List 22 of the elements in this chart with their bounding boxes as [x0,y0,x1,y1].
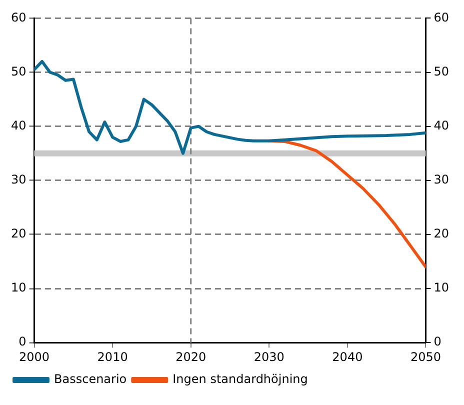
y2-tick-label: 10 [10,280,26,295]
y-tick-label: 20 [434,226,450,241]
x-tick-label: 2010 [97,350,128,364]
y2-tick-label: 30 [10,172,26,187]
y-tick-label: 40 [434,118,450,132]
x-tick-label: 2020 [176,350,206,364]
legend-label: Basscenario [54,372,127,386]
y-tick-label: 50 [434,64,450,78]
x-tick-label: 2000 [18,350,50,364]
x-tick-label: 2050 [410,350,442,364]
y-tick-label: 60 [434,10,450,24]
y2-tick-label: 60 [10,10,26,24]
y2-tick-label: 0 [18,334,26,349]
y-tick-label: 0 [434,334,442,349]
y2-tick-label: 50 [10,64,26,78]
x-tick-label: 2040 [332,350,363,364]
x-tick-label: 2030 [254,350,284,364]
legend-label: Ingen standardhöjning [172,372,308,386]
y2-tick-label: 20 [10,226,26,241]
y-tick-label: 30 [434,172,450,187]
y-tick-label: 10 [434,280,450,295]
y2-tick-label: 40 [10,118,26,132]
